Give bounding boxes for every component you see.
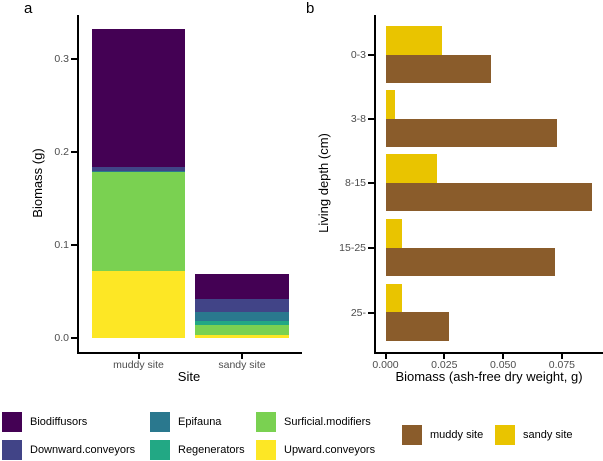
panel-b-y-tick-mark	[368, 118, 374, 120]
panel-b-y-tick-label: 25-	[350, 306, 366, 319]
bar-sandy-site-0-3	[385, 26, 442, 55]
legend-swatch-biodiffusors	[2, 412, 22, 432]
bar-muddy-site-8-15	[385, 182, 593, 211]
panel-a-y-axis-title: Biomass (g)	[30, 148, 45, 218]
bar-sandy-site-25	[385, 283, 402, 312]
bar-segment-muddy-site-upward-conveyors	[92, 271, 185, 338]
panel-a-y-tick-label: 0.2	[54, 146, 69, 158]
bar-segment-sandy-site-biodiffusors	[195, 273, 289, 299]
panel-a-x-tick-label: muddy site	[113, 359, 164, 371]
bar-sandy-site-8-15	[385, 154, 438, 183]
panel-b-x-tick-label: 0.025	[431, 359, 458, 371]
panel-a-x-axis-line	[77, 352, 302, 354]
bar-muddy-site-0-3	[385, 54, 492, 83]
panel-b-label: b	[306, 0, 315, 17]
legend-label-biodiffusors: Biodiffusors	[30, 416, 88, 428]
panel-b-x-tick-mark	[384, 354, 387, 359]
panel-b-y-tick-label: 8-15	[344, 177, 366, 189]
legend-label-epifauna: Epifauna	[178, 416, 222, 428]
legend-swatch-downward-conveyors	[2, 440, 22, 460]
legend-swatch-sandy-site	[495, 425, 515, 445]
panel-b-y-tick-mark	[368, 182, 374, 184]
panel-a-y-axis-line	[77, 15, 79, 354]
panel-a-x-tick-mark	[137, 354, 140, 359]
panel-b-x-tick-mark	[502, 354, 505, 359]
panel-a-y-tick-mark	[71, 58, 77, 60]
bar-segment-sandy-site-epifauna	[195, 311, 289, 322]
bar-segment-muddy-site-biodiffusors	[92, 29, 185, 167]
bar-segment-sandy-site-regenerators	[195, 321, 289, 325]
panel-a-y-tick-mark	[71, 337, 77, 339]
legend-label-surficial-modifiers: Surficial.modifiers	[284, 416, 371, 428]
panel-b-y-tick-mark	[368, 54, 374, 56]
panel-a-y-tick-mark	[71, 244, 77, 246]
bar-sandy-site-15-25	[385, 219, 402, 248]
panel-b-y-tick-label: 3-8	[350, 113, 366, 125]
bar-muddy-site-15-25	[385, 247, 555, 276]
bar-segment-muddy-site-epifauna	[92, 170, 185, 173]
panel-a-x-tick-mark	[241, 354, 243, 359]
panel-b-y-tick-label: 0-3	[350, 49, 366, 61]
panel-b-y-tick-label: 15-25	[339, 242, 366, 254]
panel-b-x-axis-line	[374, 352, 603, 354]
panel-a-y-tick-label: 0.3	[54, 53, 69, 65]
panel-b-x-tick-mark	[443, 354, 446, 359]
panel-b-y-tick-mark	[368, 247, 374, 249]
panel-a-y-tick-mark	[71, 151, 77, 153]
bar-muddy-site-3-8	[385, 118, 558, 147]
legend-swatch-epifauna	[150, 412, 170, 432]
panel-b-y-axis-line	[374, 15, 376, 354]
panel-b-x-tick-mark	[560, 354, 563, 359]
panel-b-y-tick-mark	[368, 311, 374, 314]
legend-swatch-regenerators	[150, 440, 170, 460]
panel-a-label: a	[24, 0, 33, 17]
legend-label-upward-conveyors: Upward.conveyors	[284, 444, 376, 456]
bar-muddy-site-25	[385, 312, 449, 341]
legend-swatch-muddy-site	[402, 425, 422, 445]
panel-a-x-axis-title: Site	[177, 369, 201, 384]
panel-b-x-tick-label: 0.000	[372, 359, 399, 371]
bar-sandy-site-3-8	[385, 90, 395, 119]
panel-a-x-tick-label: sandy site	[218, 359, 266, 371]
legend-label-downward-conveyors: Downward.conveyors	[30, 444, 136, 456]
panel-b-x-tick-label: 0.075	[548, 359, 576, 371]
panel-a-y-tick-label: 0.0	[54, 332, 69, 344]
bar-segment-sandy-site-downward-conveyors	[195, 298, 289, 312]
panel-b-x-tick-label: 0.050	[489, 359, 517, 371]
legend-swatch-surficial-modifiers	[256, 412, 276, 432]
bar-segment-muddy-site-downward-conveyors	[92, 166, 185, 171]
legend-label-muddy-site: muddy site	[430, 429, 484, 441]
bar-segment-muddy-site-surficial-modifiers	[92, 172, 185, 272]
panel-a-y-tick-label: 0.1	[54, 239, 69, 251]
bar-segment-sandy-site-upward-conveyors	[195, 335, 289, 338]
legend-label-regenerators: Regenerators	[178, 444, 245, 456]
legend-label-sandy-site: sandy site	[523, 429, 573, 441]
panel-b-x-axis-title: Biomass (ash-free dry weight, g)	[395, 369, 583, 384]
bar-segment-sandy-site-surficial-modifiers	[195, 324, 289, 336]
legend-swatch-upward-conveyors	[256, 440, 276, 460]
